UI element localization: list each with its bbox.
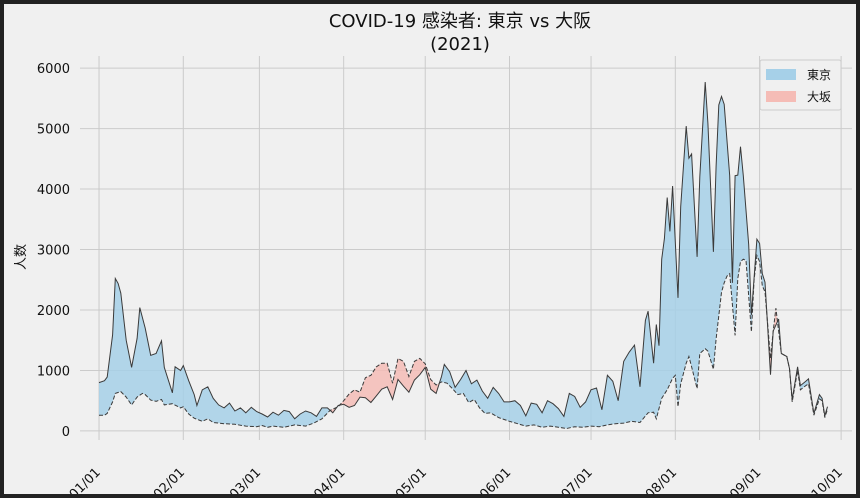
legend-swatch-osaka xyxy=(766,91,796,102)
chart-title: COVID-19 感染者: 東京 vs 大阪 xyxy=(329,11,591,32)
y-tick-label: 3000 xyxy=(37,244,70,259)
y-tick-label: 1000 xyxy=(37,364,70,379)
fill-area-above xyxy=(99,278,331,428)
legend: 東京 大坂 xyxy=(759,59,842,111)
series-lines xyxy=(98,81,828,430)
y-tick-label: 6000 xyxy=(37,62,70,77)
series-line-osaka xyxy=(99,253,828,430)
series-line-tokyo xyxy=(98,81,828,420)
chart-subtitle: (2021) xyxy=(430,34,490,55)
y-tick-label: 2000 xyxy=(37,304,70,319)
y-tick-label: 5000 xyxy=(37,123,70,138)
legend-swatch-tokyo xyxy=(766,69,796,80)
legend-label-tokyo: 東京 xyxy=(807,68,831,82)
fill-area-above xyxy=(439,82,767,429)
y-tick-label: 4000 xyxy=(37,183,70,198)
y-tick-label: 0 xyxy=(62,425,70,440)
y-axis-label: 人数 xyxy=(14,244,29,270)
fill-area-below xyxy=(339,358,440,408)
legend-label-osaka: 大坂 xyxy=(807,90,831,104)
